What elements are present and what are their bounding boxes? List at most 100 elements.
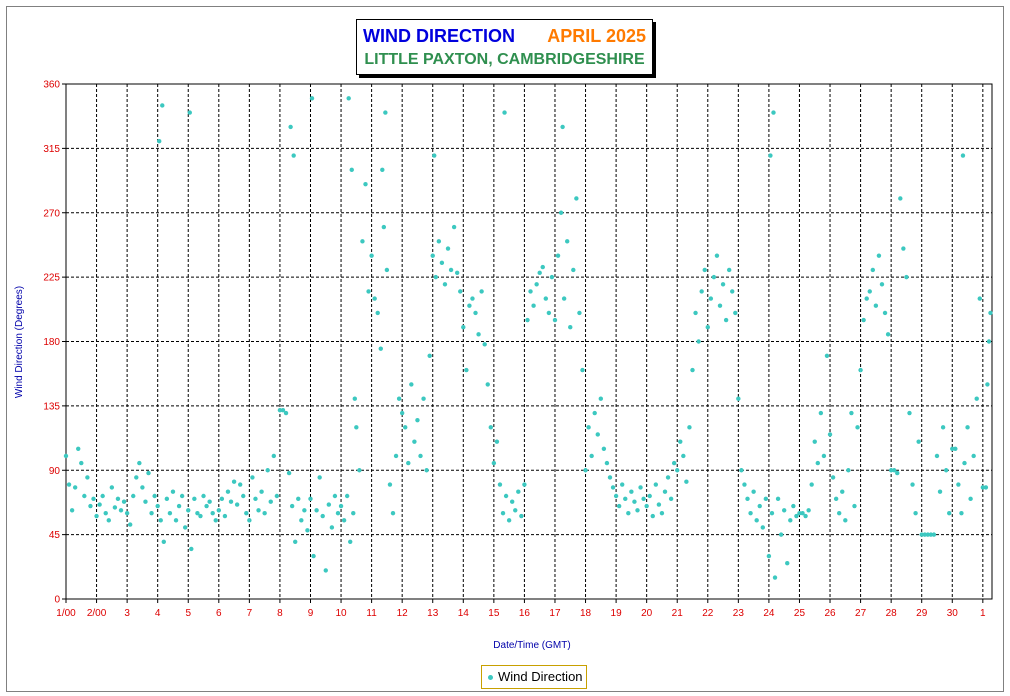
data-point [876, 253, 882, 258]
data-point [768, 153, 773, 158]
data-point [668, 496, 674, 502]
data-point [79, 460, 84, 466]
data-point [97, 502, 102, 507]
data-point [76, 446, 81, 451]
data-point [124, 510, 130, 516]
data-point [531, 303, 536, 308]
data-point [289, 503, 295, 509]
data-point [302, 508, 307, 513]
data-point [94, 513, 99, 519]
data-point [681, 453, 686, 459]
data-point [589, 453, 594, 459]
data-point [726, 267, 732, 273]
data-point [849, 410, 854, 416]
data-point [690, 367, 695, 373]
data-point [824, 353, 830, 359]
data-point [925, 532, 931, 537]
data-point [352, 396, 358, 401]
data-point [360, 239, 365, 244]
data-point [678, 439, 683, 444]
data-point [160, 103, 165, 108]
data-point [237, 482, 243, 487]
data-point [769, 510, 775, 516]
data-point [320, 513, 325, 519]
data-point [234, 502, 240, 507]
data-point [427, 353, 432, 359]
data-point [470, 296, 475, 301]
data-point [895, 470, 900, 476]
data-point [632, 499, 637, 504]
data-point [607, 475, 613, 480]
data-point [711, 274, 717, 280]
x-tick-label: 1/00 [56, 608, 76, 619]
data-point [506, 518, 512, 523]
data-point [809, 482, 814, 487]
data-point [357, 468, 362, 473]
data-point [907, 410, 912, 416]
data-point [574, 196, 579, 201]
data-point [187, 110, 192, 115]
data-point [458, 289, 463, 294]
data-point [329, 525, 335, 530]
data-point [771, 110, 776, 115]
data-point [323, 568, 328, 573]
data-point [653, 482, 659, 487]
x-axis-title: Date/Time (GMT) [493, 640, 570, 651]
data-point [971, 453, 976, 459]
data-point [592, 410, 597, 416]
data-point [699, 289, 704, 294]
data-point [509, 499, 515, 504]
data-point [288, 124, 293, 130]
x-tick-label: 14 [458, 608, 470, 619]
data-point [268, 499, 273, 504]
data-point [418, 453, 423, 459]
data-point [348, 539, 353, 544]
data-point [479, 289, 484, 294]
data-point [772, 575, 778, 580]
data-point [794, 513, 799, 519]
data-point [442, 282, 448, 287]
data-point [803, 513, 808, 519]
data-point [947, 510, 952, 516]
data-point [665, 475, 671, 480]
x-tick-label: 17 [549, 608, 561, 619]
data-point [873, 303, 879, 308]
data-point [644, 503, 649, 509]
data-point [109, 485, 115, 490]
data-point [687, 425, 692, 430]
data-point [140, 485, 145, 490]
data-point [598, 396, 604, 401]
data-point [430, 253, 435, 258]
data-point [522, 482, 527, 487]
data-point [335, 510, 341, 516]
data-point [100, 493, 105, 499]
y-tick-label: 270 [43, 208, 60, 219]
data-point [626, 510, 631, 516]
data-point [396, 396, 402, 401]
data-point [143, 499, 148, 504]
data-point [601, 446, 607, 451]
data-point [864, 296, 869, 301]
data-point [497, 482, 503, 487]
data-point [326, 502, 332, 507]
data-point [818, 410, 824, 416]
data-point [88, 503, 93, 509]
data-point [308, 496, 313, 502]
data-point [879, 282, 885, 287]
data-point [354, 425, 359, 430]
x-tick-label: 23 [733, 608, 745, 619]
data-point [380, 167, 385, 173]
data-point [558, 210, 564, 215]
y-tick-label: 0 [54, 595, 60, 606]
data-point [580, 367, 585, 373]
data-point [421, 396, 426, 401]
data-point [82, 493, 87, 499]
data-point [155, 503, 160, 509]
data-point [549, 274, 555, 280]
data-point [659, 510, 665, 516]
data-point [332, 493, 338, 499]
data-point [800, 510, 805, 516]
y-tick-label: 90 [49, 466, 61, 477]
x-tick-label: 22 [702, 608, 714, 619]
